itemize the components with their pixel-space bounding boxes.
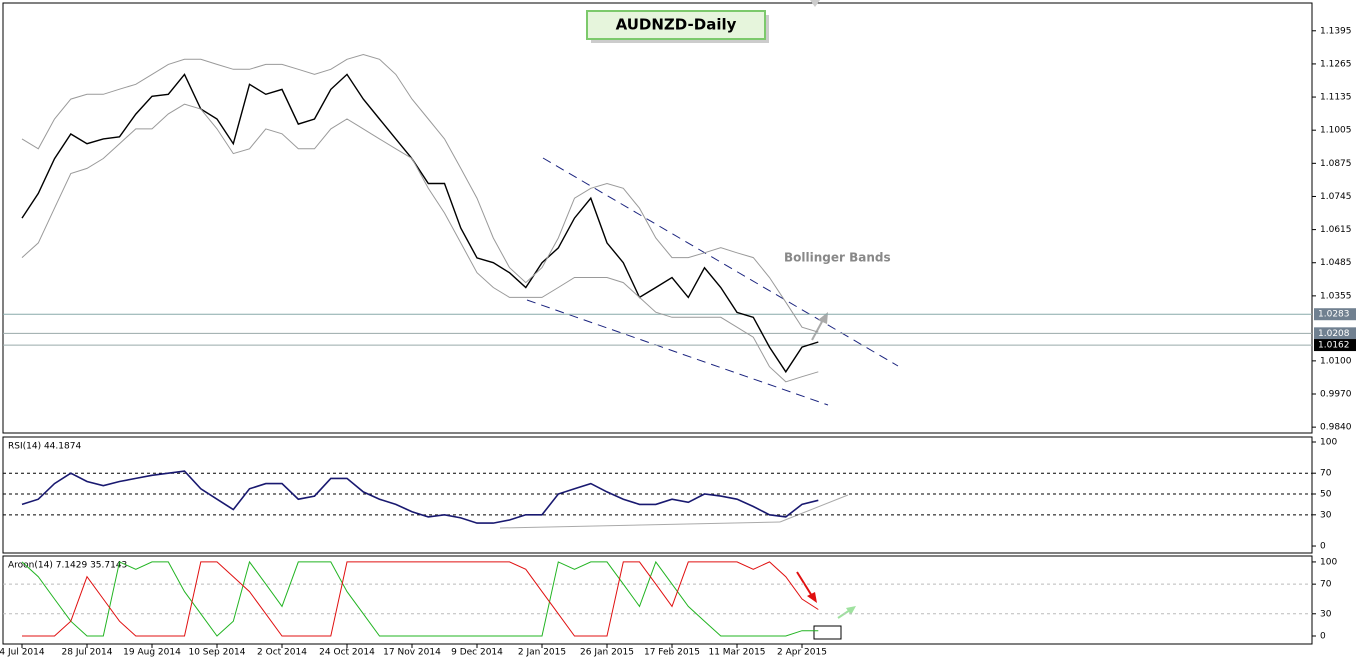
y-tick-label: 1.1005 — [1320, 126, 1352, 136]
band-line — [22, 561, 819, 637]
y-tick-label: 1.1395 — [1320, 26, 1352, 36]
y-tick-label: 1.1265 — [1320, 59, 1352, 69]
series-line — [21, 560, 819, 637]
level-box — [1314, 308, 1356, 321]
x-tick-label: 10 Sep 2014 — [188, 648, 245, 658]
y-tick-label: 30 — [1320, 609, 1332, 619]
rsi-trend-base — [499, 521, 781, 529]
channel-lower — [526, 299, 829, 406]
panel-title: Aroon(14) 7.1429 35.7143 — [8, 561, 127, 571]
x-tick-label: 19 Aug 2014 — [123, 648, 181, 658]
x-tick-label: 2 Oct 2014 — [257, 648, 307, 658]
marker-box — [813, 625, 842, 640]
y-tick-label: 30 — [1320, 510, 1332, 520]
level-box — [1314, 339, 1356, 352]
x-tick-label: 17 Feb 2015 — [644, 648, 700, 658]
y-tick-label: 70 — [1320, 469, 1332, 479]
y-tick-label: 70 — [1320, 580, 1332, 590]
aroon-panel — [2, 555, 1313, 645]
arrow-head — [846, 606, 856, 615]
x-tick-label: 2 Jan 2015 — [518, 648, 566, 658]
series-line — [21, 73, 819, 374]
y-tick-label: 0.9970 — [1320, 390, 1352, 400]
chart-title: AUDNZD-Daily — [616, 16, 737, 34]
level-label: 1.0283 — [1318, 310, 1350, 320]
scroll-marker — [810, 0, 820, 7]
arrow-down — [796, 571, 813, 597]
panel-title: RSI(14) 44.1874 — [8, 442, 81, 452]
rsi-panel — [2, 436, 1313, 554]
y-tick-label: 1.0355 — [1320, 291, 1352, 301]
price-panel — [2, 2, 1313, 434]
y-tick-label: 1.0745 — [1320, 192, 1352, 202]
y-tick-label: 0.9840 — [1320, 423, 1352, 433]
y-tick-label: 1.0615 — [1320, 225, 1352, 235]
y-tick-label: 100 — [1320, 557, 1337, 567]
x-tick-label: 9 Dec 2014 — [451, 648, 503, 658]
y-tick-label: 50 — [1320, 490, 1332, 500]
x-tick-label: 4 Jul 2014 — [0, 648, 45, 658]
x-tick-label: 17 Nov 2014 — [383, 648, 441, 658]
channel-upper — [542, 157, 899, 367]
rsi-trend — [779, 494, 849, 523]
x-tick-label: 24 Oct 2014 — [319, 648, 375, 658]
level-box — [1314, 327, 1356, 340]
series-line — [21, 470, 819, 524]
y-tick-label: 0 — [1320, 632, 1326, 642]
annotation: Bollinger Bands — [784, 251, 891, 265]
x-tick-label: 28 Jul 2014 — [62, 648, 113, 658]
arrow-head — [807, 592, 817, 603]
x-tick-label: 26 Jan 2015 — [580, 648, 634, 658]
x-tick-label: 2 Apr 2015 — [777, 648, 827, 658]
y-tick-label: 0 — [1320, 542, 1326, 552]
title-box — [586, 10, 766, 40]
level-label: 1.0162 — [1318, 341, 1350, 351]
y-tick-label: 1.1135 — [1320, 93, 1352, 103]
y-tick-label: 100 — [1320, 437, 1337, 447]
band-line — [21, 103, 819, 383]
x-tick-label: 11 Mar 2015 — [708, 648, 765, 658]
arrow-head — [818, 312, 828, 324]
y-tick-label: 1.0485 — [1320, 258, 1352, 268]
level-label: 1.0208 — [1318, 329, 1350, 339]
y-tick-label: 1.0875 — [1320, 159, 1352, 169]
y-tick-label: 1.0100 — [1320, 356, 1352, 366]
band-line — [21, 53, 819, 333]
